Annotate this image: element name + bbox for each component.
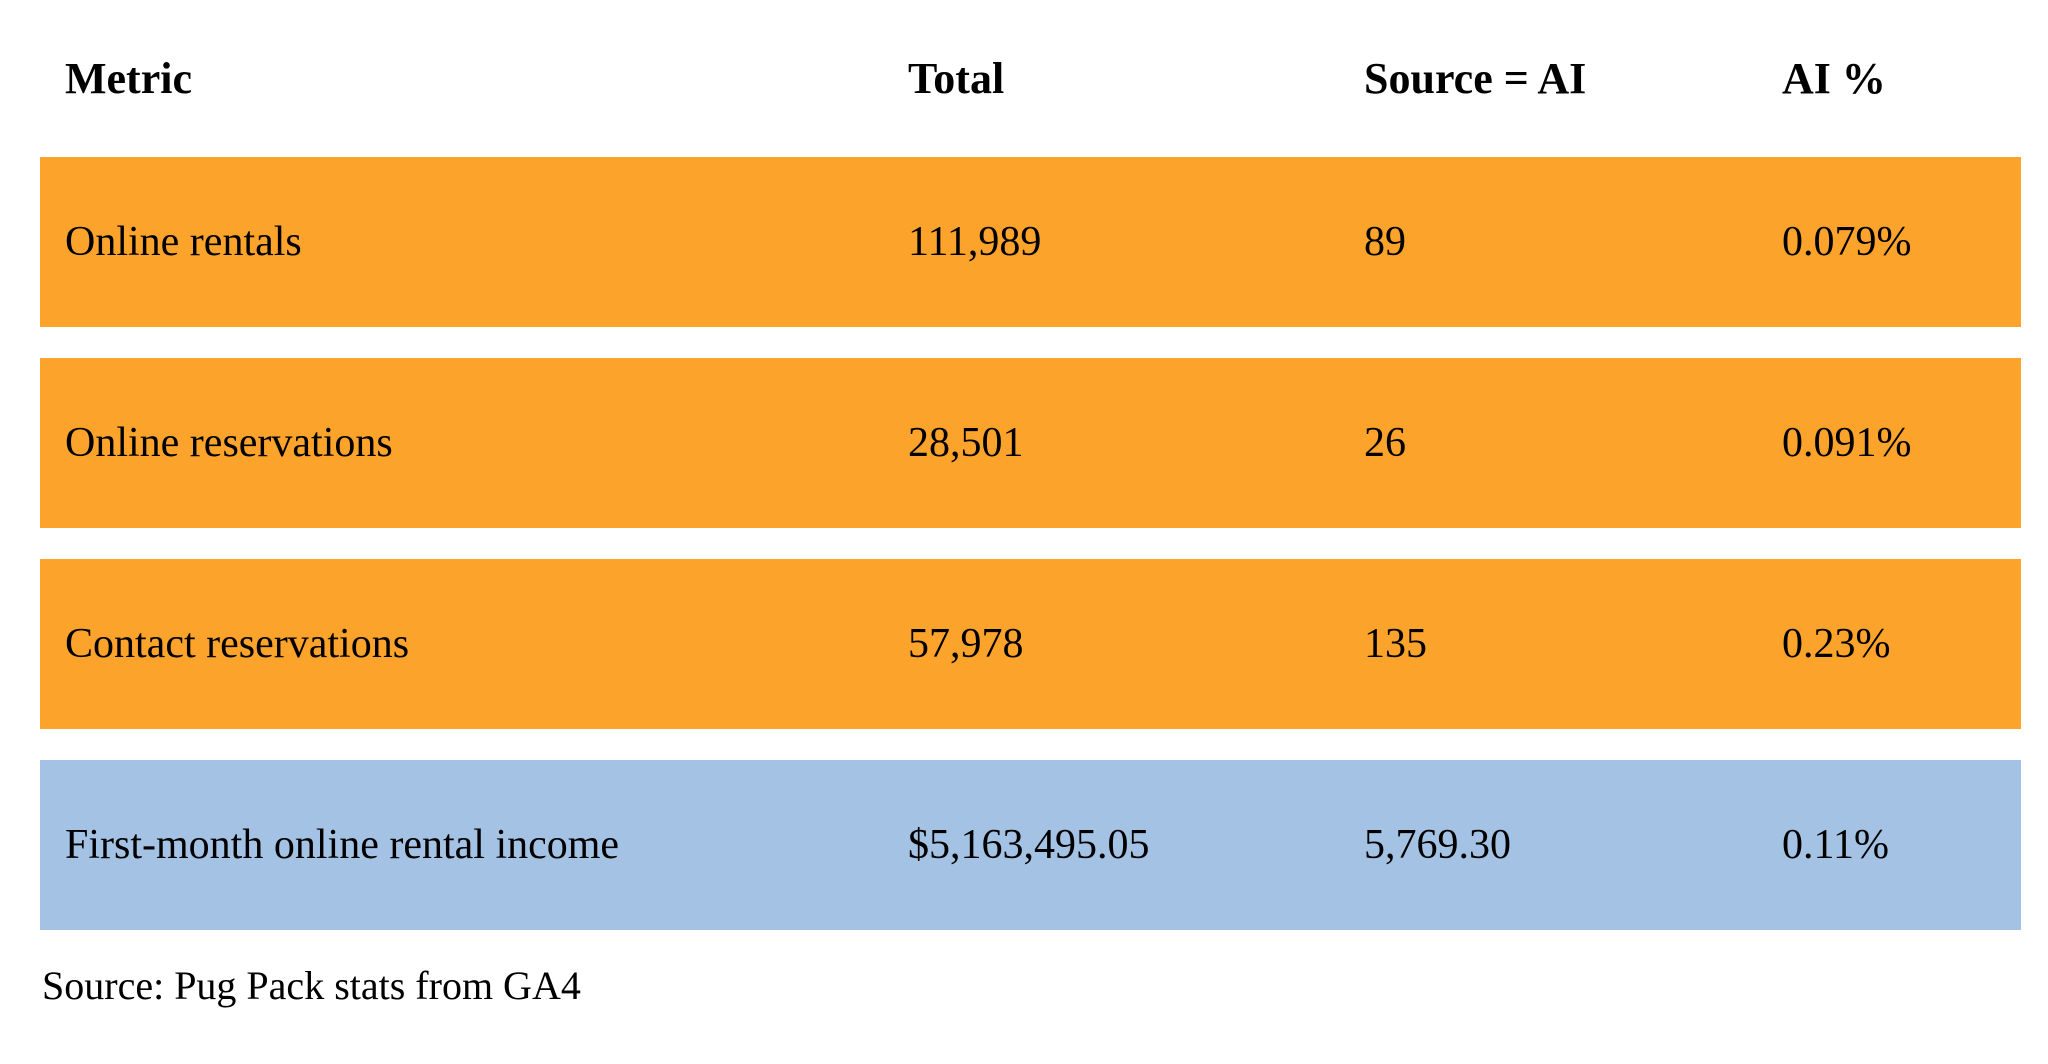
cell-ai-pct: 0.079%	[1782, 219, 1912, 265]
cell-metric: Online reservations	[65, 420, 393, 466]
stats-table: Metric Total Source = AI AI % Online ren…	[40, 0, 2021, 1008]
cell-total: 28,501	[908, 420, 1024, 466]
table-row-online-rentals: Online rentals 111,989 89 0.079%	[40, 157, 2021, 327]
cell-source-ai: 26	[1364, 420, 1406, 466]
cell-total: 57,978	[908, 621, 1024, 667]
cell-source-ai: 5,769.30	[1364, 822, 1511, 868]
cell-ai-pct: 0.11%	[1782, 822, 1889, 868]
cell-total: $5,163,495.05	[908, 822, 1150, 868]
cell-metric: First-month online rental income	[65, 822, 620, 868]
table-row-online-reservations: Online reservations 28,501 26 0.091%	[40, 358, 2021, 528]
cell-ai-pct: 0.091%	[1782, 420, 1912, 466]
column-header-source-ai: Source = AI	[1364, 54, 1587, 103]
cell-metric: Contact reservations	[65, 621, 410, 667]
cell-source-ai: 89	[1364, 219, 1406, 265]
column-header-metric: Metric	[65, 54, 192, 103]
table-row-contact-reservations: Contact reservations 57,978 135 0.23%	[40, 559, 2021, 729]
cell-metric: Online rentals	[65, 219, 302, 265]
column-header-ai-pct: AI %	[1782, 54, 1886, 103]
source-note: Source: Pug Pack stats from GA4	[42, 963, 581, 1008]
table-row-first-month-income: First-month online rental income $5,163,…	[40, 760, 2021, 930]
column-header-total: Total	[908, 54, 1005, 103]
cell-total: 111,989	[908, 219, 1042, 265]
table-header-row: Metric Total Source = AI AI %	[40, 0, 2021, 157]
cell-source-ai: 135	[1364, 621, 1427, 667]
cell-ai-pct: 0.23%	[1782, 621, 1891, 667]
